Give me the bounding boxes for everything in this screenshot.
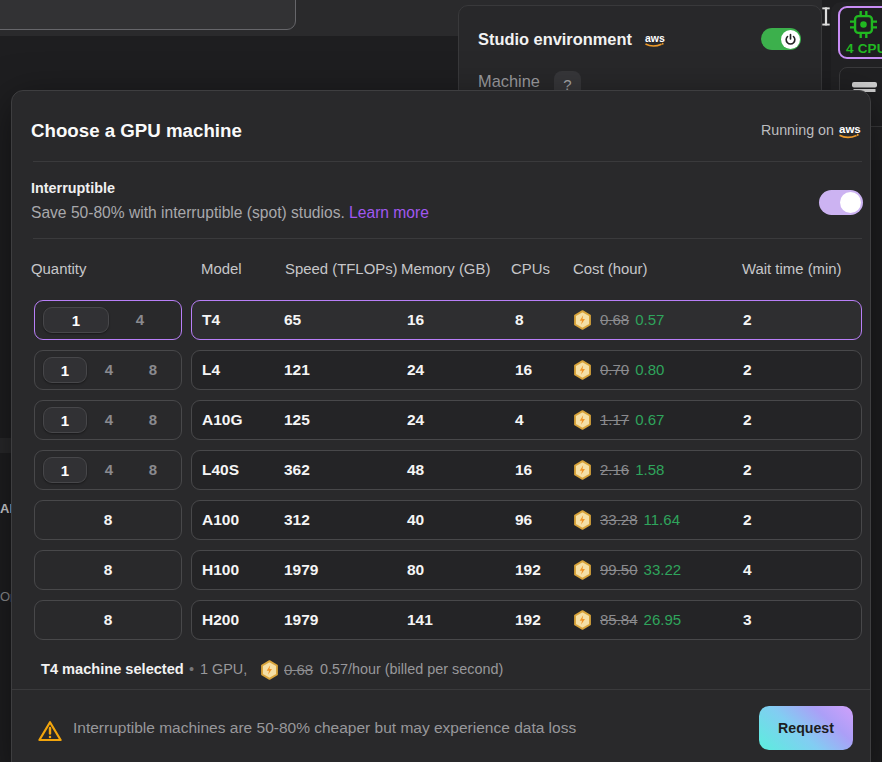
svg-text:aws: aws	[839, 123, 861, 135]
svg-text:aws: aws	[645, 32, 665, 44]
